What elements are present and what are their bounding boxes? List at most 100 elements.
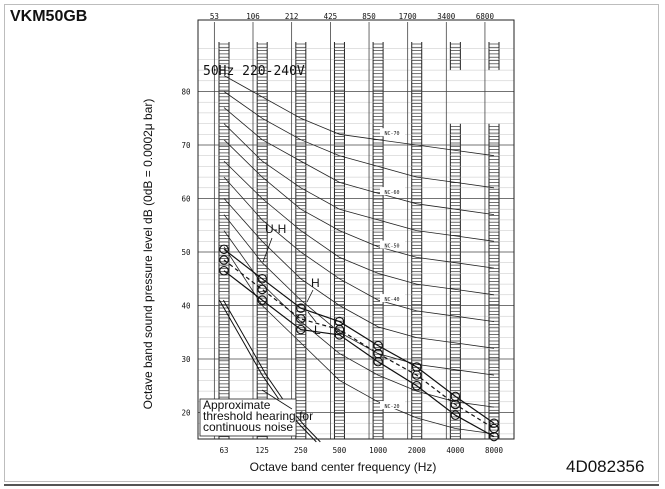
nc-label-bg bbox=[380, 187, 405, 196]
series-point bbox=[411, 380, 422, 391]
x-tick-label: 500 bbox=[333, 446, 347, 455]
series-line bbox=[223, 270, 495, 438]
nc-curve-label: NC-20 bbox=[384, 404, 399, 410]
y-tick-label: 70 bbox=[181, 141, 191, 150]
band-edge-label: 1700 bbox=[399, 12, 418, 21]
series-label-low: L bbox=[314, 323, 321, 337]
threshold-label-line: threshold hearing for bbox=[203, 409, 313, 423]
plot-border-rect bbox=[197, 19, 515, 440]
threshold-label-line: Approximate bbox=[203, 398, 271, 412]
band-columns bbox=[218, 42, 500, 439]
series-point bbox=[219, 255, 229, 265]
nc-curve-label: NC-70 bbox=[384, 131, 399, 137]
nc-curve-label: NC-60 bbox=[384, 190, 399, 196]
series-line bbox=[223, 248, 495, 424]
band-edge-label: 425 bbox=[324, 12, 338, 21]
model-title: VKM50GB bbox=[10, 8, 88, 25]
series-label-leader bbox=[306, 289, 314, 303]
series-point bbox=[219, 265, 229, 276]
y-tick-label: 50 bbox=[181, 248, 191, 257]
band-gap bbox=[488, 70, 500, 124]
band-edge-label: 6800 bbox=[476, 12, 495, 21]
x-tick-label: 1000 bbox=[369, 446, 388, 455]
y-tick-label: 20 bbox=[181, 409, 191, 418]
series-point bbox=[257, 273, 267, 284]
nc-label-bg bbox=[380, 401, 405, 410]
condition-label: 50Hz 220-240V bbox=[203, 64, 305, 79]
series-point bbox=[489, 423, 499, 434]
series-point bbox=[296, 303, 306, 313]
series-point bbox=[334, 330, 345, 340]
x-tick-label: 63 bbox=[219, 446, 228, 455]
band-column bbox=[218, 42, 230, 439]
band-column bbox=[295, 42, 307, 439]
nc-label-bg bbox=[380, 294, 405, 303]
threshold-label-line: continuous noise bbox=[203, 420, 293, 434]
series-label-range: U-H bbox=[265, 222, 286, 236]
series-point bbox=[257, 295, 267, 305]
threshold-curve-line bbox=[222, 299, 321, 443]
nc-curve bbox=[223, 139, 495, 269]
band-edge-label: 3400 bbox=[437, 12, 456, 21]
band-edge-label-bg bbox=[316, 10, 345, 22]
band-column bbox=[411, 42, 423, 439]
series-point bbox=[334, 324, 345, 335]
nc-curve bbox=[223, 75, 495, 157]
series-point bbox=[373, 356, 383, 367]
plot-border bbox=[197, 19, 515, 440]
document-frame bbox=[4, 4, 659, 482]
series-label-high: H bbox=[311, 276, 320, 290]
nc-curve bbox=[223, 160, 495, 296]
series-point bbox=[411, 370, 422, 380]
nc-curve bbox=[223, 107, 495, 215]
nc-curve bbox=[223, 123, 495, 242]
x-axis-label: Octave band center frequency (Hz) bbox=[250, 460, 437, 474]
y-tick-label: 80 bbox=[181, 88, 191, 97]
series-point bbox=[257, 284, 267, 295]
band-column bbox=[372, 42, 384, 439]
band-edge-label-bg bbox=[355, 10, 384, 22]
band-column bbox=[333, 42, 345, 439]
series-point bbox=[489, 431, 499, 442]
y-tick-label: 60 bbox=[181, 195, 191, 204]
x-tick-label: 125 bbox=[255, 446, 269, 455]
series-point bbox=[296, 324, 306, 335]
band-edge-label: 212 bbox=[285, 12, 299, 21]
series-point bbox=[450, 399, 461, 410]
threshold-label-box bbox=[199, 398, 297, 437]
threshold-curve-line bbox=[218, 299, 317, 443]
nc-curves bbox=[223, 75, 495, 435]
nc-label-bg bbox=[380, 240, 405, 249]
band-column bbox=[449, 42, 462, 439]
y-tick-label: 30 bbox=[181, 355, 191, 364]
band-gap bbox=[449, 70, 462, 124]
x-tick-label: 250 bbox=[294, 446, 308, 455]
nc-label-bg bbox=[380, 128, 405, 137]
band-edge-label-bg bbox=[393, 10, 422, 22]
x-tick-label: 4000 bbox=[446, 446, 465, 455]
band-edge-label-bg bbox=[239, 10, 268, 22]
document-code: 4D082356 bbox=[566, 457, 645, 476]
series-point bbox=[296, 314, 306, 324]
series-label-leader bbox=[307, 311, 317, 323]
band-edge-label: 106 bbox=[246, 12, 260, 21]
x-tick-label: 8000 bbox=[485, 446, 504, 455]
nc-curve-label: NC-40 bbox=[384, 297, 399, 303]
band-edge-label-bg bbox=[470, 10, 499, 22]
nc-curve-label: NC-50 bbox=[384, 244, 399, 250]
nc-curve bbox=[223, 176, 495, 322]
series-point bbox=[489, 418, 499, 428]
y-tick-label: 40 bbox=[181, 302, 191, 311]
band-edge-label-bg bbox=[200, 10, 229, 22]
measured-series bbox=[219, 244, 499, 442]
chart-text: NC-20 NC-40 NC-50 NC-60 NC-70 U-H H L 50Hz 220-2… bbox=[141, 10, 504, 474]
series-label-leader bbox=[262, 237, 273, 263]
threshold-leader bbox=[261, 389, 293, 410]
nc-curve bbox=[223, 246, 495, 435]
x-tick-label: 2000 bbox=[408, 446, 427, 455]
band-edge-label-bg bbox=[277, 10, 306, 22]
y-axis-label: Octave band sound pressure level dB (0dB… bbox=[141, 99, 155, 410]
